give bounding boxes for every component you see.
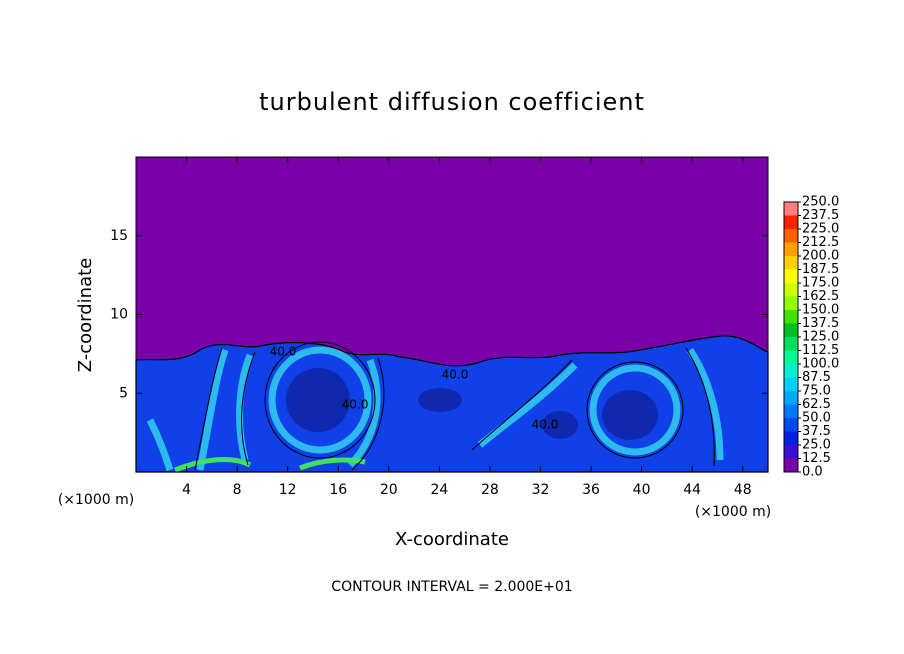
colorbar-label: 162.5	[802, 289, 839, 304]
colorbar-band	[784, 364, 798, 378]
colorbar-label: 62.5	[802, 397, 831, 412]
peak	[174, 457, 252, 473]
colorbar-label: 25.0	[802, 438, 831, 453]
colorbar-label: 187.5	[802, 262, 839, 277]
colorbar-label: 237.5	[802, 208, 839, 223]
colorbar-band	[784, 350, 798, 364]
colorbar-band	[784, 431, 798, 445]
colorbar-label: 225.0	[802, 222, 839, 237]
colorbar-label: 112.5	[802, 343, 839, 358]
x-tick-label: 48	[734, 482, 752, 498]
x-axis-label: X-coordinate	[395, 529, 509, 550]
x-tick-label: 8	[233, 482, 242, 498]
colorbar-label: 50.0	[802, 411, 831, 426]
colorbar-band	[784, 445, 798, 459]
colorbar-band	[784, 202, 798, 216]
y-tick-label: 10	[110, 307, 128, 323]
colorbar-label: 12.5	[802, 451, 831, 466]
x-unit: (×1000 m)	[695, 504, 771, 520]
peak	[299, 457, 366, 471]
colorbar-label: 150.0	[802, 303, 839, 318]
y-axis-label: Z-coordinate	[75, 258, 96, 373]
cores	[286, 368, 658, 440]
x-tick-label: 20	[380, 482, 398, 498]
colorbar-band	[784, 391, 798, 405]
colorbar-label: 87.5	[802, 370, 831, 385]
contour-label: 40.0	[342, 398, 369, 412]
colorbar-band	[784, 256, 798, 270]
colorbar-label: 0.0	[802, 465, 823, 480]
contour-label: 40.0	[532, 418, 559, 432]
y-tick-label: 15	[110, 228, 128, 244]
colorbar-label: 212.5	[802, 235, 839, 250]
x-tick-label: 36	[582, 482, 600, 498]
colorbar-label: 200.0	[802, 249, 839, 264]
colorbar-band	[784, 458, 798, 472]
colorbar-band	[784, 323, 798, 337]
x-tick-label: 28	[481, 482, 499, 498]
field	[135, 156, 769, 473]
colorbar-band	[784, 404, 798, 418]
colorbar-label: 175.0	[802, 276, 839, 291]
colorbar-band	[784, 418, 798, 432]
colorbar-band	[784, 337, 798, 351]
colorbar-label: 75.0	[802, 384, 831, 399]
colorbar-label: 250.0	[802, 195, 839, 210]
y-unit: (×1000 m)	[58, 492, 134, 508]
colorbar-band	[784, 296, 798, 310]
chart-title: turbulent diffusion coefficient	[259, 88, 645, 116]
colorbar-band	[784, 310, 798, 324]
contour-label: 40.0	[442, 368, 469, 382]
x-tick-label: 4	[182, 482, 191, 498]
colorbar-band	[784, 269, 798, 283]
colorbar-band	[784, 242, 798, 256]
x-tick-label: 12	[279, 482, 297, 498]
x-tick-label: 32	[532, 482, 550, 498]
footnote: CONTOUR INTERVAL = 2.000E+01	[331, 579, 572, 595]
y-tick-label: 5	[119, 385, 128, 401]
colorbar-label: 37.5	[802, 424, 831, 439]
x-tick-label: 40	[633, 482, 651, 498]
x-tick-label: 24	[430, 482, 448, 498]
colorbar-band	[784, 215, 798, 229]
contour-lines	[194, 341, 715, 471]
swirls	[146, 346, 724, 472]
colorbar-label: 137.5	[802, 316, 839, 331]
contour-label: 40.0	[270, 345, 297, 359]
colorbar-label: 100.0	[802, 357, 839, 372]
colorbar-label: 125.0	[802, 330, 839, 345]
x-tick-label: 16	[329, 482, 347, 498]
colorbar-band	[784, 283, 798, 297]
colorbar-band	[784, 377, 798, 391]
x-tick-label: 44	[683, 482, 701, 498]
colorbar-band	[784, 229, 798, 243]
